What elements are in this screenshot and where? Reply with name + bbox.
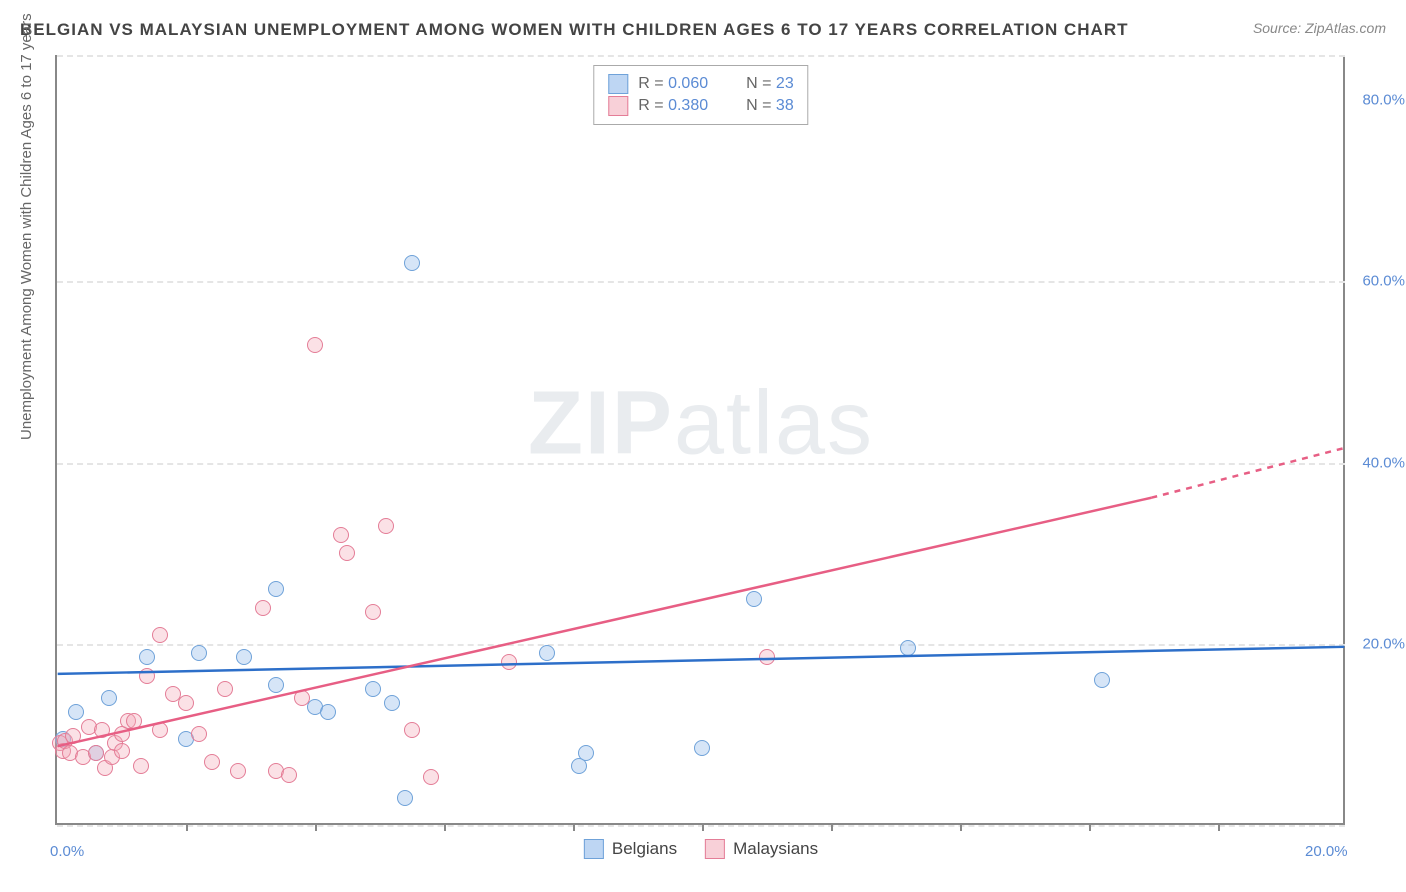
swatch-series-1 (608, 96, 628, 116)
y-tick-label: 80.0% (1350, 92, 1405, 109)
marker-belgians (746, 591, 762, 607)
marker-malaysians (152, 627, 168, 643)
marker-malaysians (152, 722, 168, 738)
legend-stats-row-1: R = 0.380 N = 38 (608, 96, 793, 116)
x-axis-label-left: 0.0% (50, 843, 84, 860)
gridline (57, 281, 1345, 283)
marker-belgians (139, 649, 155, 665)
marker-malaysians (365, 604, 381, 620)
x-axis-label-right: 20.0% (1305, 843, 1348, 860)
marker-malaysians (423, 769, 439, 785)
gridline (57, 825, 1345, 827)
gridline (57, 644, 1345, 646)
marker-belgians (268, 581, 284, 597)
marker-malaysians (88, 745, 104, 761)
marker-belgians (101, 690, 117, 706)
marker-malaysians (294, 690, 310, 706)
legend-item-1: Malaysians (705, 839, 818, 859)
chart-title: BELGIAN VS MALAYSIAN UNEMPLOYMENT AMONG … (20, 20, 1129, 40)
trend-line (1151, 448, 1344, 498)
x-tick (960, 823, 962, 831)
x-tick (444, 823, 446, 831)
marker-malaysians (114, 743, 130, 759)
swatch-belgians (584, 839, 604, 859)
right-axis (1343, 55, 1345, 823)
x-tick (702, 823, 704, 831)
marker-malaysians (178, 695, 194, 711)
marker-belgians (68, 704, 84, 720)
y-tick-label: 60.0% (1350, 273, 1405, 290)
trend-line (58, 498, 1152, 746)
marker-malaysians (191, 726, 207, 742)
x-tick (831, 823, 833, 831)
marker-malaysians (139, 668, 155, 684)
y-axis-label: Unemployment Among Women with Children A… (18, 13, 35, 440)
marker-malaysians (126, 713, 142, 729)
marker-belgians (320, 704, 336, 720)
legend-stats: R = 0.060 N = 23 R = 0.380 N = 38 (593, 65, 808, 125)
swatch-malaysians (705, 839, 725, 859)
swatch-series-0 (608, 74, 628, 94)
x-tick (1218, 823, 1220, 831)
marker-malaysians (339, 545, 355, 561)
marker-belgians (365, 681, 381, 697)
marker-malaysians (333, 527, 349, 543)
marker-belgians (268, 677, 284, 693)
y-tick-label: 20.0% (1350, 635, 1405, 652)
marker-malaysians (217, 681, 233, 697)
marker-malaysians (133, 758, 149, 774)
legend-series: Belgians Malaysians (584, 839, 818, 859)
x-tick (315, 823, 317, 831)
marker-malaysians (230, 763, 246, 779)
marker-malaysians (378, 518, 394, 534)
x-tick (1089, 823, 1091, 831)
marker-malaysians (307, 337, 323, 353)
marker-malaysians (65, 728, 81, 744)
marker-belgians (404, 255, 420, 271)
marker-belgians (384, 695, 400, 711)
plot-area: ZIPatlas R = 0.060 N = 23 R = 0.380 N = … (55, 55, 1345, 825)
marker-malaysians (204, 754, 220, 770)
x-tick (573, 823, 575, 831)
marker-malaysians (255, 600, 271, 616)
legend-stats-row-0: R = 0.060 N = 23 (608, 74, 793, 94)
legend-item-0: Belgians (584, 839, 677, 859)
marker-belgians (191, 645, 207, 661)
marker-malaysians (404, 722, 420, 738)
marker-belgians (539, 645, 555, 661)
marker-belgians (571, 758, 587, 774)
watermark: ZIPatlas (528, 372, 874, 475)
watermark-zip: ZIP (528, 373, 674, 473)
marker-malaysians (501, 654, 517, 670)
x-tick (186, 823, 188, 831)
marker-malaysians (759, 649, 775, 665)
marker-malaysians (281, 767, 297, 783)
source-label: Source: ZipAtlas.com (1253, 20, 1386, 36)
marker-belgians (1094, 672, 1110, 688)
marker-belgians (694, 740, 710, 756)
y-tick-label: 40.0% (1350, 454, 1405, 471)
marker-belgians (900, 640, 916, 656)
marker-belgians (397, 790, 413, 806)
marker-belgians (236, 649, 252, 665)
watermark-atlas: atlas (674, 373, 874, 473)
marker-malaysians (94, 722, 110, 738)
gridline (57, 55, 1345, 57)
